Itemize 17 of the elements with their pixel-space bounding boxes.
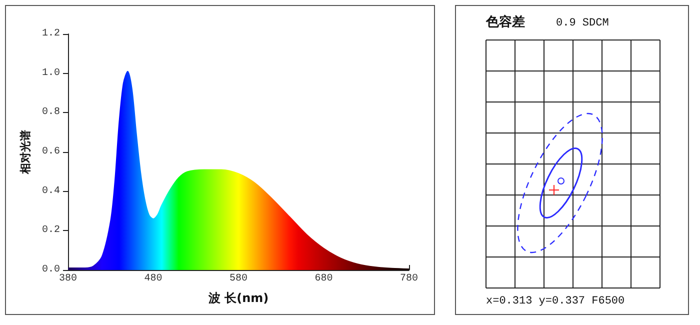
x-tick-label: 380: [58, 274, 78, 284]
text: x=0.313 y=0.337 F6500: [486, 296, 625, 308]
y-tick-label: 1.0: [42, 68, 60, 79]
y-tick-label: 0.4: [42, 186, 60, 197]
y-tick-label: 0.0: [42, 264, 60, 276]
x-tick-label: 780: [400, 274, 418, 284]
x-tick-label: 580: [229, 274, 248, 284]
x-tick-label: 480: [144, 274, 162, 284]
y-tick-label: 0.8: [42, 107, 60, 118]
x-axis-title: 波 长(nm): [207, 291, 269, 305]
y-tick-label: 0.2: [42, 225, 60, 236]
y-axis-title: 相对光谱: [19, 130, 32, 175]
y-tick-label: 0.6: [42, 146, 60, 158]
text: 色容差: [485, 14, 525, 30]
y-tick-label: 1.2: [42, 28, 60, 40]
text: 0.9 SDCM: [556, 18, 609, 30]
x-tick-label: 680: [314, 274, 333, 284]
